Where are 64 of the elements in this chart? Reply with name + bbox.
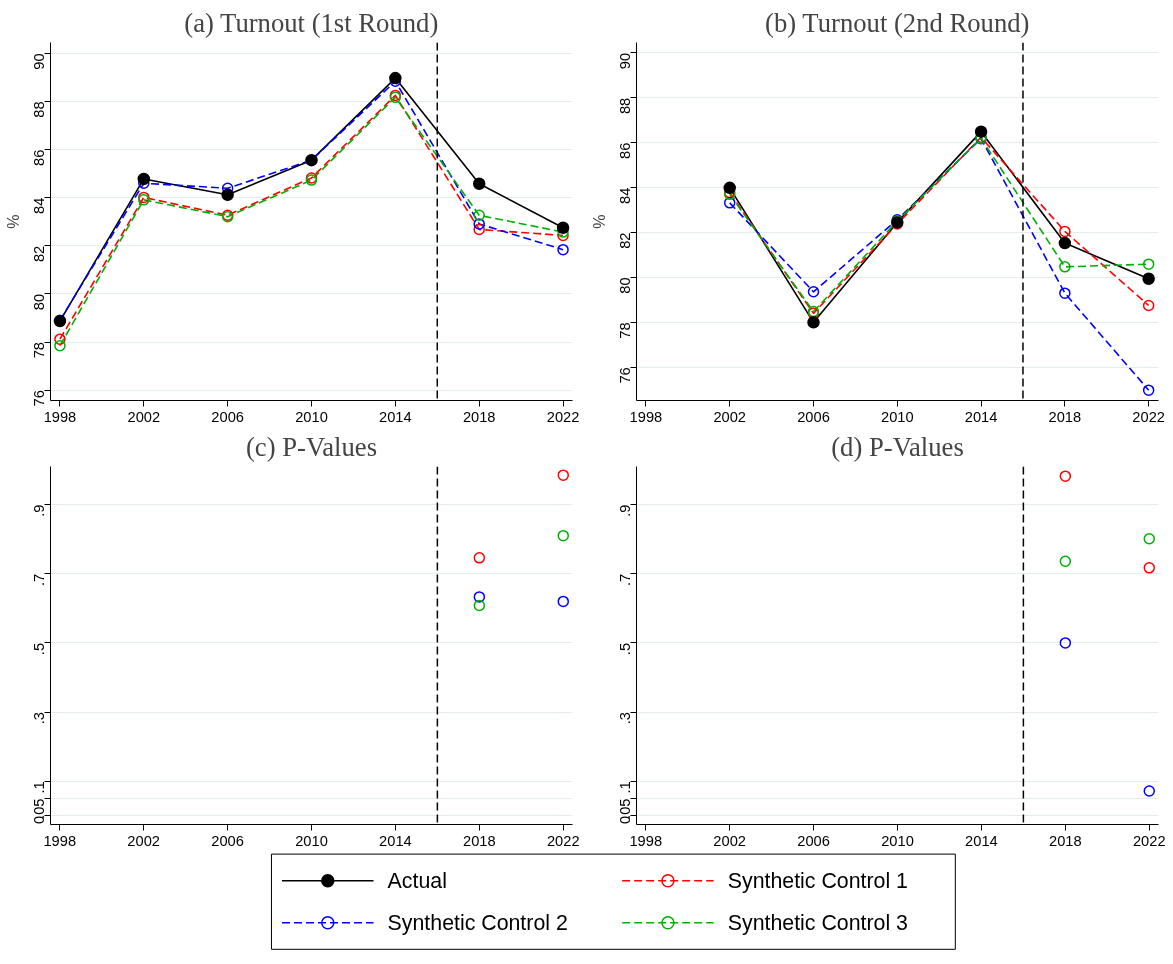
x-tick-label: 2018 bbox=[1048, 408, 1082, 425]
y-axis-title: % bbox=[590, 214, 608, 229]
y-tick-label: 78 bbox=[31, 342, 48, 359]
legend-label: Actual bbox=[387, 868, 447, 893]
x-tick-label: 2002 bbox=[713, 408, 747, 425]
y-tick-label: 84 bbox=[617, 187, 634, 204]
y-tick-label: .3 bbox=[31, 712, 48, 725]
legend-label: Synthetic Control 1 bbox=[727, 868, 908, 893]
x-tick-label: 2006 bbox=[211, 832, 244, 849]
y-tick-label: 88 bbox=[617, 97, 634, 115]
x-tick-label: 2010 bbox=[295, 832, 328, 849]
x-tick-label: 2010 bbox=[881, 832, 914, 849]
x-tick-label: 2006 bbox=[797, 832, 830, 849]
y-tick-label: .5 bbox=[617, 642, 634, 656]
y-tick-label: .7 bbox=[31, 573, 48, 586]
x-tick-label: 2010 bbox=[880, 408, 914, 425]
chart-title: (a) Turnout (1st Round) bbox=[184, 7, 439, 38]
chart-title: (c) P-Values bbox=[245, 431, 378, 462]
x-tick-label: 2014 bbox=[379, 832, 412, 849]
y-tick-label: 80 bbox=[31, 293, 48, 311]
y-tick-label: .7 bbox=[617, 573, 634, 586]
legend-label: Synthetic Control 2 bbox=[387, 910, 568, 935]
x-tick-label: 2018 bbox=[462, 408, 496, 425]
x-tick-label: 2022 bbox=[1132, 408, 1165, 425]
x-tick-label: 2014 bbox=[965, 832, 998, 849]
x-tick-label: 1998 bbox=[629, 832, 663, 849]
y-tick-label: 88 bbox=[31, 101, 48, 118]
y-tick-label: 90 bbox=[617, 52, 634, 70]
x-tick-label: 2014 bbox=[379, 408, 412, 425]
x-tick-label: 2010 bbox=[295, 408, 328, 425]
y-tick-label: 86 bbox=[31, 149, 48, 166]
x-tick-label: 2006 bbox=[211, 408, 244, 425]
y-tick-label: .1 bbox=[31, 781, 48, 794]
x-tick-label: 2014 bbox=[964, 408, 998, 425]
x-tick-label: 1998 bbox=[629, 408, 663, 425]
y-tick-label: .1 bbox=[617, 781, 634, 794]
x-tick-label: 2018 bbox=[1049, 832, 1082, 849]
x-tick-label: 1998 bbox=[43, 408, 77, 425]
y-tick-label: 78 bbox=[617, 322, 634, 339]
y-tick-label: .9 bbox=[31, 504, 48, 517]
x-tick-label: 2022 bbox=[546, 832, 580, 849]
x-tick-label: 2002 bbox=[127, 832, 160, 849]
chart-title: (b) Turnout (2nd Round) bbox=[765, 7, 1030, 38]
x-tick-label: 2022 bbox=[546, 408, 580, 425]
y-tick-label: .9 bbox=[617, 504, 634, 517]
y-tick-label: 76 bbox=[31, 390, 48, 407]
x-tick-label: 1998 bbox=[43, 832, 77, 849]
y-tick-label: .5 bbox=[31, 642, 48, 656]
y-tick-label: .3 bbox=[617, 712, 634, 725]
y-tick-label: 86 bbox=[617, 142, 634, 159]
y-tick-label: 90 bbox=[31, 53, 48, 70]
x-tick-label: 2002 bbox=[127, 408, 161, 425]
x-tick-label: 2002 bbox=[713, 832, 746, 849]
y-axis-title: % bbox=[4, 214, 22, 229]
y-tick-label: 82 bbox=[31, 245, 48, 263]
x-tick-label: 2022 bbox=[1132, 832, 1166, 849]
y-tick-label: 76 bbox=[617, 367, 634, 384]
y-tick-label: 84 bbox=[31, 197, 48, 214]
y-tick-label: 80 bbox=[617, 277, 634, 294]
chart-title: (d) P-Values bbox=[831, 431, 964, 462]
x-tick-label: 2018 bbox=[463, 832, 496, 849]
legend-label: Synthetic Control 3 bbox=[727, 910, 908, 935]
y-tick-label: 82 bbox=[617, 232, 634, 249]
x-tick-label: 2006 bbox=[797, 408, 830, 425]
